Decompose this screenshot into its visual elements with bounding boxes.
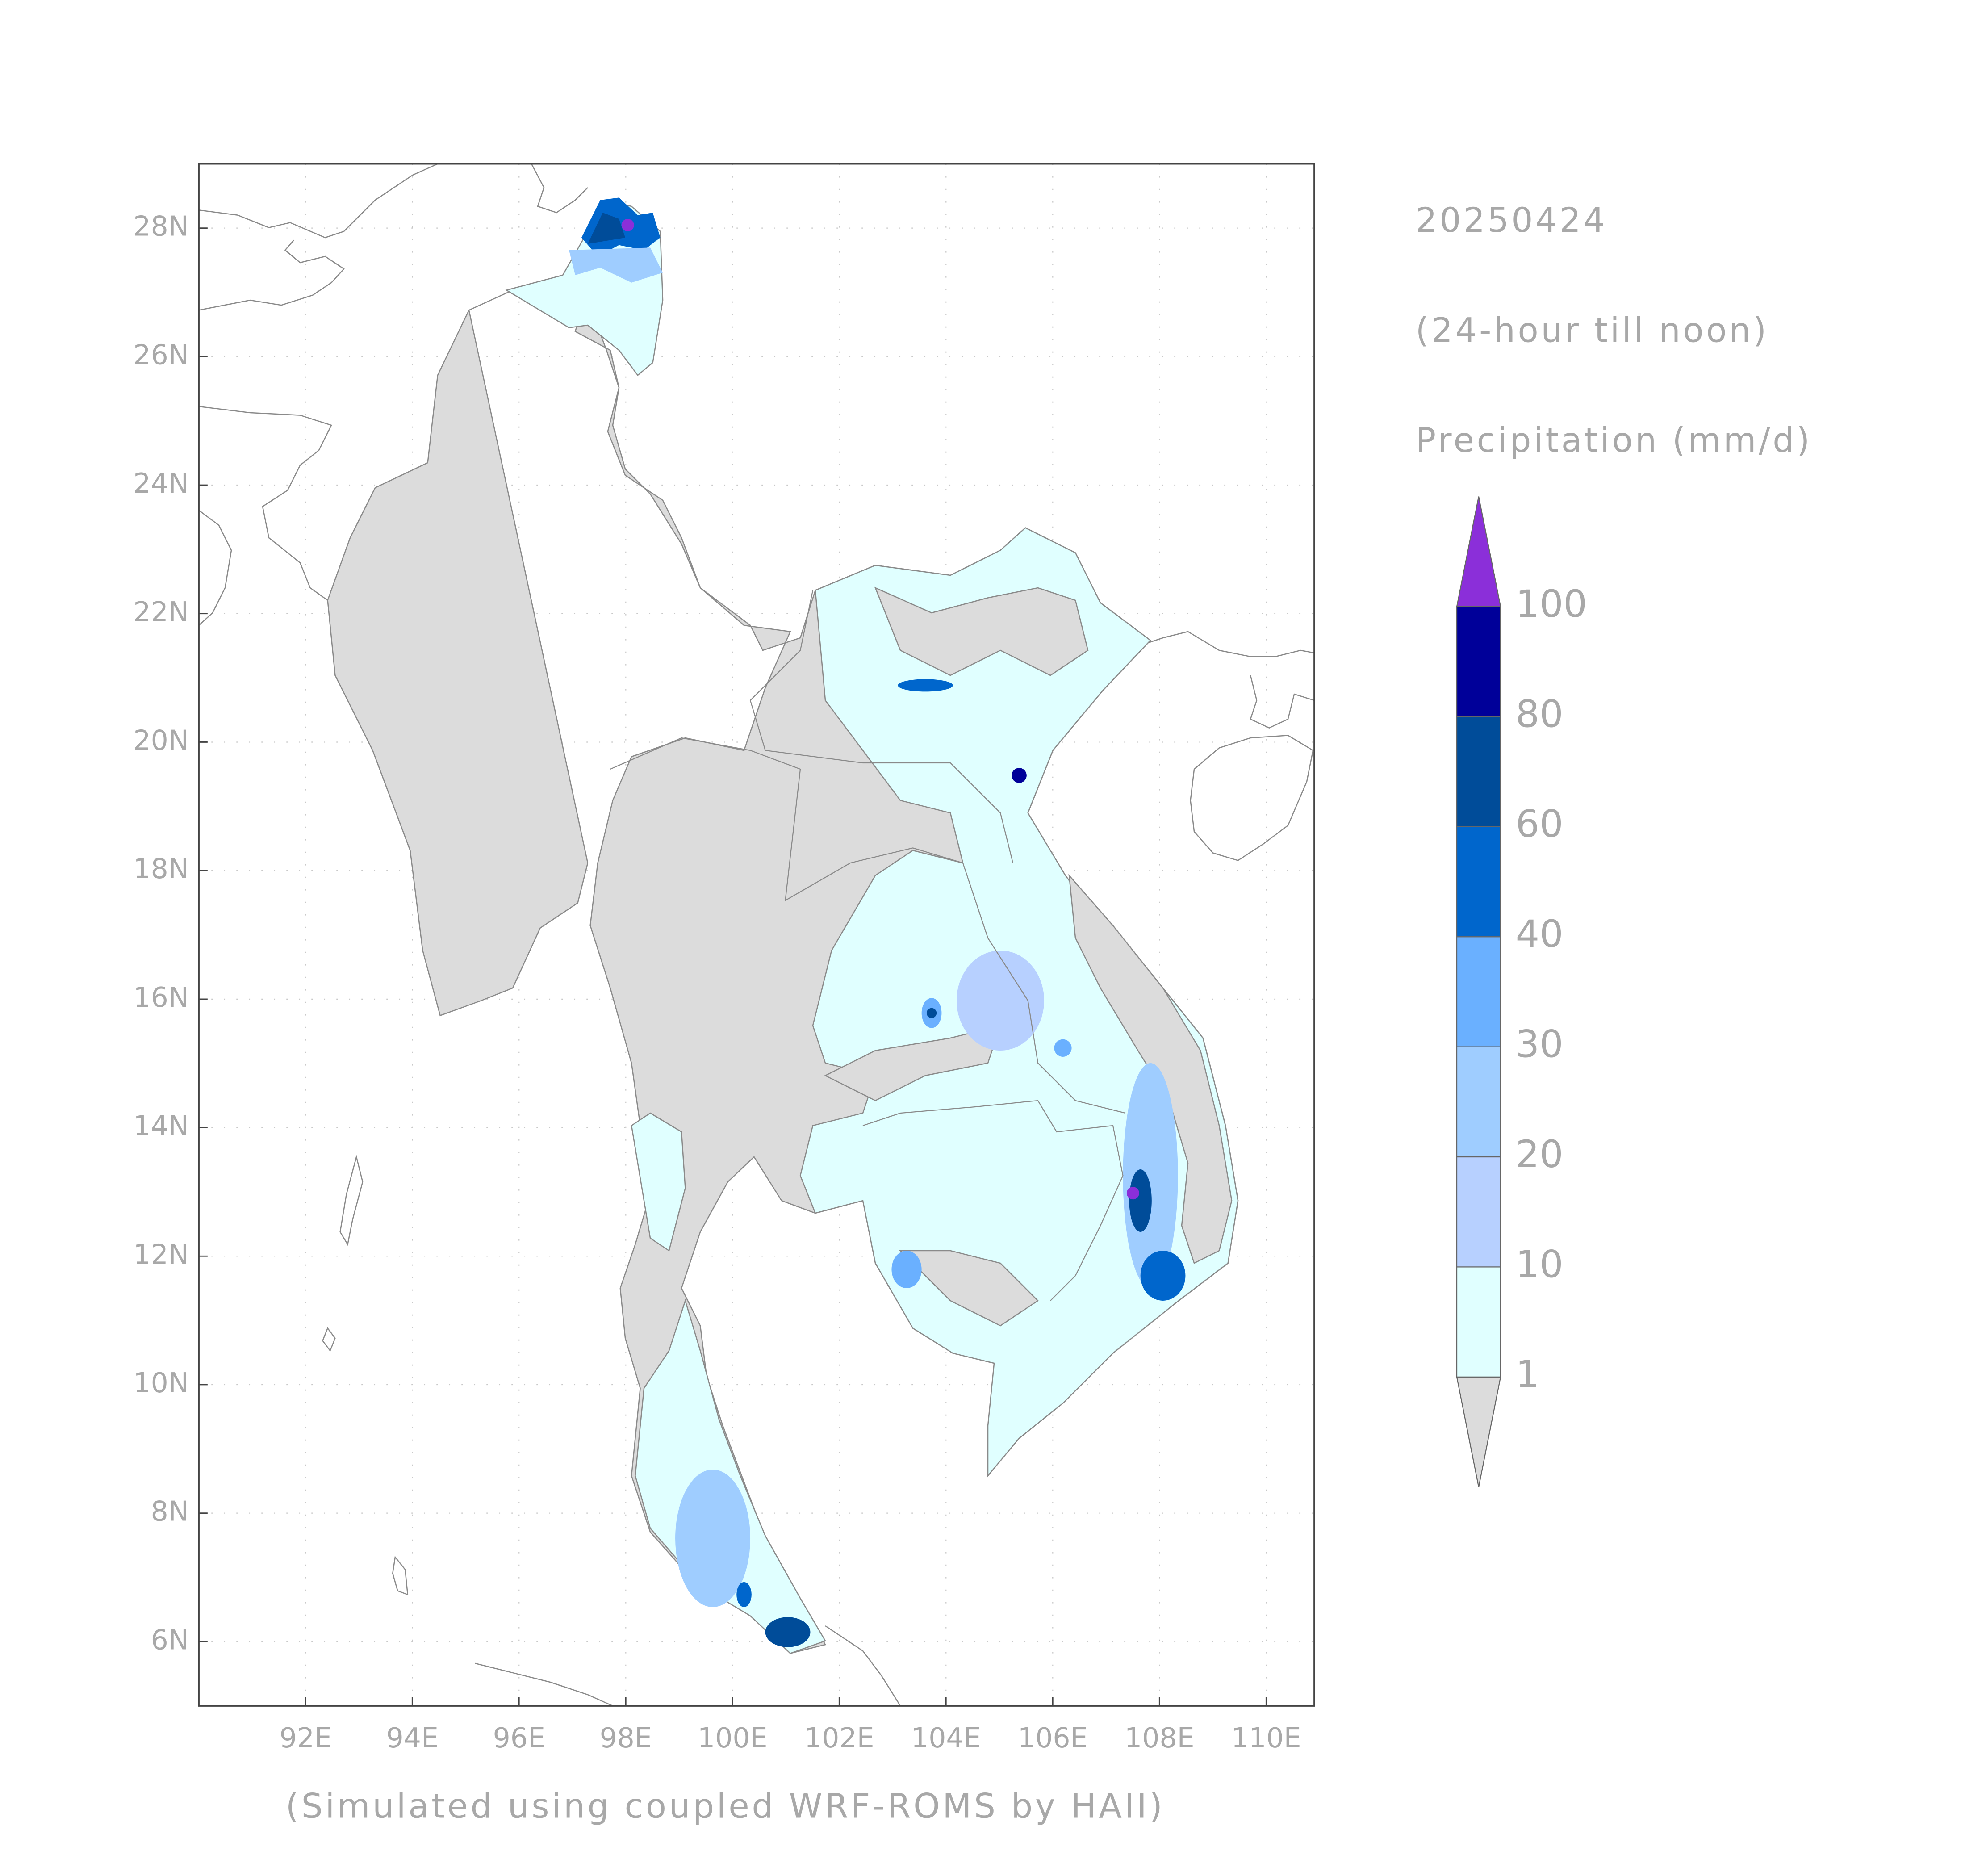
coastline [1250,675,1314,729]
border [749,590,1014,863]
coastline [199,239,345,311]
x-tick-label: 100E [698,1722,767,1754]
y-tick-label: 20N [133,724,188,757]
rain-cell [765,1617,811,1647]
rain-cell [898,679,953,692]
rain-cell [588,213,626,244]
coastline [475,1662,613,1706]
colorbar-segment [1456,1046,1501,1158]
land-dry [874,586,1089,676]
rain-cell [891,1251,922,1288]
credit-label: (Simulated using coupled WRF-ROMS by HAI… [286,1786,1165,1826]
colorbar-label: 20 [1516,1132,1564,1176]
coastline [339,1154,364,1246]
rain-cell [1123,1063,1178,1288]
rain-cell [957,951,1045,1051]
x-tick-label: 106E [1018,1722,1087,1754]
rain-cell [1129,1169,1152,1232]
rain-cells [569,197,1186,1647]
y-tick-label: 28N [133,210,188,243]
map-frame [198,163,1315,1707]
colorbar-segment [1456,936,1501,1047]
coastline [1190,735,1314,861]
coastline [199,163,438,239]
colorbar-segment [1456,606,1501,717]
coastline [531,163,588,214]
y-tick-label: 6N [151,1624,189,1656]
date-label: 20250424 [1416,201,1608,240]
y-tick-label: 8N [151,1495,189,1528]
coastline [1125,631,1314,657]
colorbar-label: 1 [1516,1353,1539,1396]
rain-cell [1126,1187,1139,1200]
map-layer [199,163,1314,1706]
x-tick-label: 96E [493,1722,545,1754]
colorbar-label: 10 [1516,1242,1564,1286]
period-label: (24-hour till noon) [1416,310,1769,350]
variable-label: Precipitation (mm/d) [1416,421,1812,460]
rain-cell [1054,1039,1072,1057]
x-tick-label: 98E [600,1722,652,1754]
x-tick-label: 94E [386,1722,439,1754]
colorbar-segment [1456,716,1501,827]
coastline [199,406,339,651]
colorbar-over [1456,496,1501,607]
colorbar: 1 10 20 30 40 60 80 100 [1456,496,1587,1487]
rain-cell [926,1008,937,1018]
x-tick-label: 108E [1125,1722,1194,1754]
coastline [199,510,232,626]
y-tick-label: 14N [133,1110,188,1142]
rain-cell [569,247,663,283]
y-tick-label: 10N [133,1367,188,1399]
y-tick-label: 26N [133,339,188,371]
colorbar-label: 80 [1516,692,1564,736]
land-wet [631,1112,686,1252]
x-tick-label: 102E [804,1722,874,1754]
rain-cell [1012,768,1027,783]
coastline [392,1555,409,1595]
x-tick-label: 104E [911,1722,981,1754]
border [862,1100,1124,1301]
y-tick-label: 12N [133,1238,188,1270]
rain-cell [675,1470,751,1607]
coastline [322,1327,336,1352]
y-tick-label: 18N [133,853,188,885]
colorbar-label: 40 [1516,912,1564,956]
coastline [825,1625,901,1706]
colorbar-label: 30 [1516,1022,1564,1066]
x-tick-label: 110E [1231,1722,1301,1754]
x-tick-label: 92E [280,1722,332,1754]
colorbar-segment [1456,1266,1501,1378]
rain-cell [736,1582,752,1607]
colorbar-segment [1456,1156,1501,1268]
y-tick-label: 22N [133,596,188,628]
y-tick-label: 16N [133,981,188,1013]
land-dry [899,1250,1039,1327]
border [610,737,1126,1114]
colorbar-label: 100 [1516,582,1587,626]
rain-cell [1140,1251,1186,1301]
colorbar-label: 60 [1516,802,1564,846]
rain-cell [621,219,634,231]
colorbar-segment [1456,826,1501,938]
y-tick-label: 24N [133,467,188,499]
